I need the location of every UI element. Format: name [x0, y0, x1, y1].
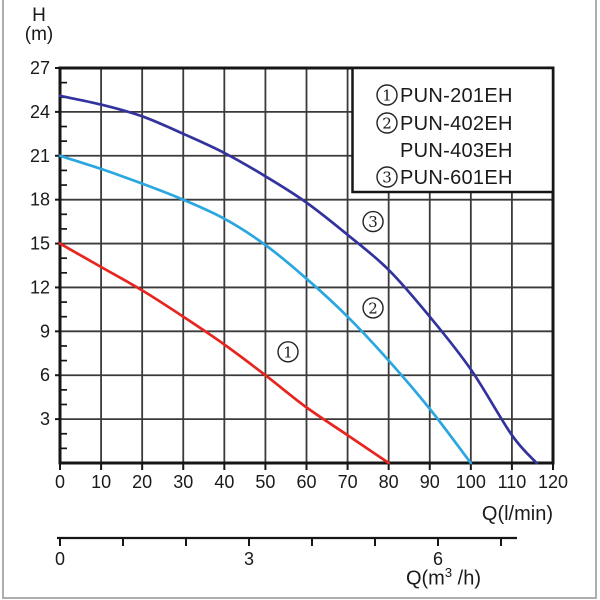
plot-border: [58, 66, 555, 465]
legend-label: PUN-201EH: [400, 85, 513, 107]
x-tick-label: 70: [338, 472, 358, 492]
legend-label: PUN-403EH: [400, 140, 513, 162]
legend-row: PUN-403EH: [400, 140, 513, 162]
y-axis-title-unit: (m): [24, 24, 54, 45]
x-tick-label: 10: [91, 472, 111, 492]
curve-PUN-201EH: [58, 242, 391, 465]
y-tick-label: 12: [30, 277, 50, 297]
legend-row: 2 PUN-402EH: [376, 112, 513, 135]
legend-marker-3: 3: [376, 166, 398, 188]
marker-number: 3: [382, 169, 392, 187]
x-tick-label: 110: [498, 472, 527, 492]
secondary-tick-label: 0: [55, 549, 65, 569]
y-tick-label: 6: [40, 365, 50, 385]
marker-circle: [376, 84, 398, 106]
x-tick-label: 30: [173, 472, 193, 492]
legend-label: PUN-601EH: [400, 167, 513, 189]
x-tick-label: 80: [379, 472, 399, 492]
curve-PUN-402EH-PUN-403EH: [58, 154, 473, 465]
x-axis-title-primary: Q(l/min): [481, 503, 553, 525]
y-tick-label: 9: [40, 321, 50, 341]
secondary-x-axis: 0 3 6: [55, 536, 517, 569]
secondary-tick-label: 3: [244, 549, 254, 569]
marker-number: 1: [382, 87, 392, 105]
x-tick-label: 20: [132, 472, 152, 492]
legend-marker-2: 2: [376, 112, 398, 134]
x-tick-label: 60: [296, 472, 316, 492]
x-tick-label: 120: [538, 472, 568, 492]
legend-marker-1: 1: [376, 84, 398, 106]
y-tick-label: 27: [30, 58, 50, 78]
marker-circle: [376, 166, 398, 188]
legend-row: 3 PUN-601EH: [376, 166, 513, 189]
x-axis-title-secondary: Q(m3 /h): [406, 565, 481, 591]
marker-circle: [362, 297, 384, 319]
legend-row: 1 PUN-201EH: [376, 84, 513, 107]
x-tick-label: 40: [214, 472, 234, 492]
curve-marker-2: 2: [362, 297, 384, 319]
x-tick-label: 100: [456, 472, 486, 492]
x-tick-label: 0: [55, 472, 65, 492]
curve-marker-3: 3: [362, 210, 384, 233]
y-tick-label: 15: [30, 234, 50, 254]
y-tick-label: 24: [30, 102, 50, 122]
curve-marker-1: 1: [277, 341, 299, 363]
legend-label: PUN-402EH: [400, 113, 513, 135]
legend: 1 PUN-201EH 2 PUN-402EH PUN-403EH 3 PUN-601EH: [351, 66, 555, 194]
x-axis-tick-labels: 0 10 20 30 40 50 60 70 80 90 100 110 120: [55, 472, 568, 492]
x-tick-label: 90: [420, 472, 440, 492]
y-tick-label: 21: [30, 146, 50, 166]
marker-circle: [376, 112, 398, 134]
marker-circle: [362, 210, 384, 233]
x-tick-label: 50: [255, 472, 275, 492]
pump-curves: [58, 94, 538, 465]
marker-number: 3: [368, 213, 378, 231]
curve-PUN-601EH: [58, 94, 538, 465]
secondary-tick-label: 6: [433, 549, 443, 569]
x-axis-secondary-sup: 3: [444, 565, 453, 580]
marker-number: 1: [283, 343, 293, 361]
y-tick-label: 18: [30, 190, 50, 210]
x-axis-secondary-suffix: /h): [452, 567, 481, 590]
y-tick-label: 3: [40, 409, 50, 429]
marker-number: 2: [368, 299, 378, 317]
y-axis-title: H (m): [18, 6, 60, 44]
marker-number: 2: [382, 115, 392, 133]
curve-number-labels: 1 2 3: [277, 210, 384, 363]
y-axis-tick-labels: 27 24 21 18 15 12 9 6 3: [30, 58, 50, 429]
x-axis-secondary-prefix: Q(m: [405, 567, 445, 590]
marker-circle: [277, 341, 299, 363]
y-axis-title-symbol: H: [32, 5, 46, 26]
